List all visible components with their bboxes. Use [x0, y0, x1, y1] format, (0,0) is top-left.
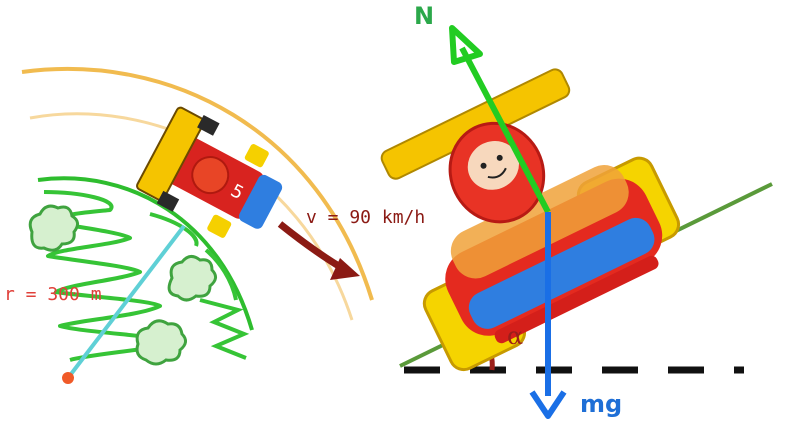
velocity-arrow-head — [330, 258, 360, 280]
normal-force-arrowhead — [449, 25, 483, 65]
incline-side-view — [380, 25, 773, 419]
radius-label: r = 300 m — [4, 284, 102, 305]
normal-force-vector — [459, 46, 551, 214]
grass-scribble-2 — [149, 212, 250, 360]
race-car-top-view-icon: 5 — [136, 106, 283, 238]
toy-race-car-icon — [380, 68, 681, 372]
bush-1 — [28, 204, 79, 252]
angle-label: α — [507, 322, 524, 350]
bush-2 — [167, 255, 217, 302]
curve-center-point — [62, 372, 74, 384]
weight-label: mg — [580, 390, 623, 418]
velocity-arrow — [277, 221, 344, 272]
bush-3 — [135, 319, 187, 366]
track-outer-edge — [21, 67, 374, 301]
track-inner-edge — [37, 176, 254, 331]
velocity-label: v = 90 km/h — [306, 207, 426, 228]
curve-top-view: 5 — [21, 67, 374, 384]
weight-arrowhead — [529, 390, 567, 419]
normal-force-label: N — [414, 2, 435, 30]
radius-line — [66, 224, 186, 380]
